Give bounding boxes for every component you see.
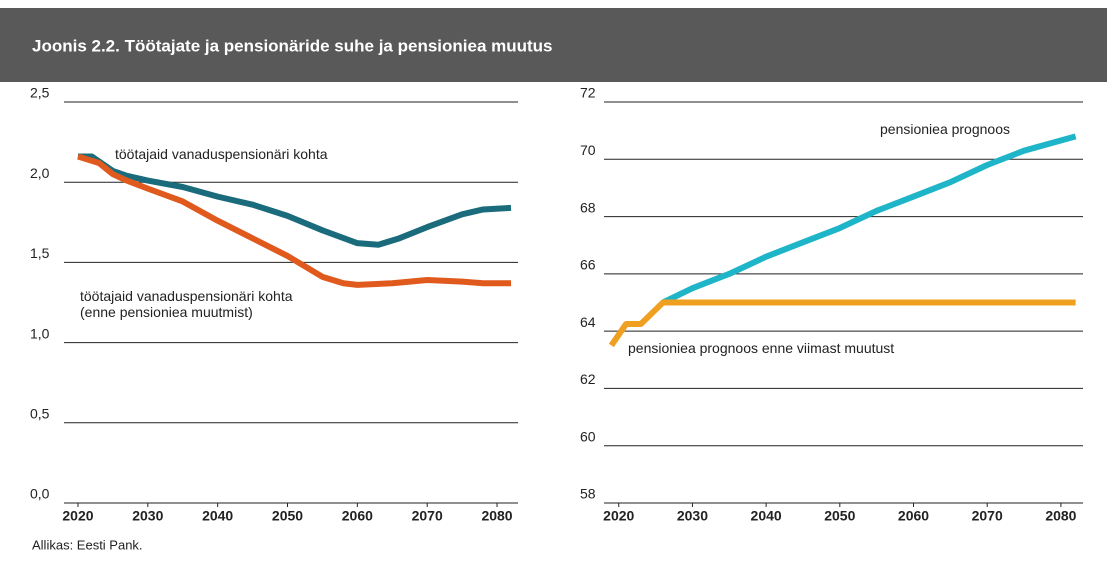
- line: [77, 153, 512, 288]
- series-label-line: töötajaid vanaduspensionäri kohta: [115, 146, 328, 162]
- x-tick-label: 2050: [824, 508, 855, 524]
- x-tick-label: 2040: [202, 508, 233, 524]
- series-label-line: pensioniea prognoos enne viimast muutust: [628, 340, 894, 356]
- y-tick-label: 70: [580, 142, 596, 158]
- y-tick-label: 1,5: [30, 245, 50, 261]
- y-tick-label: 72: [580, 85, 596, 101]
- line: [608, 299, 1076, 348]
- x-tick-label: 2040: [751, 508, 782, 524]
- x-tick-label: 2060: [342, 508, 373, 524]
- y-tick-label: 60: [580, 428, 596, 444]
- y-tick-label: 68: [580, 199, 596, 215]
- series-label: pensioniea prognoos: [880, 121, 1010, 137]
- y-tick-label: 0,0: [30, 486, 50, 502]
- series-label: töötajaid vanaduspensionäri kohta (enne p…: [80, 288, 293, 320]
- x-tick-label: 2080: [1045, 508, 1076, 524]
- y-tick-label: 1,0: [30, 325, 50, 341]
- series-label: pensioniea prognoos enne viimast muutust: [628, 340, 894, 356]
- y-tick-label: 2,0: [30, 165, 50, 181]
- y-tick-label: 62: [580, 371, 596, 387]
- line: [77, 153, 512, 248]
- x-tick-label: 2030: [132, 508, 163, 524]
- x-tick-label: 2080: [481, 508, 512, 524]
- series-label-line: töötajaid vanaduspensionäri kohta: [80, 288, 293, 304]
- y-tick-label: 0,5: [30, 406, 50, 422]
- x-tick-label: 2060: [898, 508, 929, 524]
- x-tick-label: 2020: [62, 508, 93, 524]
- y-tick-label: 66: [580, 257, 596, 273]
- series-label-line: pensioniea prognoos: [880, 121, 1010, 137]
- series-label-line: (enne pensioniea muutmist): [80, 304, 253, 320]
- y-tick-label: 64: [580, 314, 596, 330]
- header-bar: [0, 8, 1107, 82]
- y-tick-label: 2,5: [30, 85, 50, 101]
- series-label: töötajaid vanaduspensionäri kohta: [115, 146, 328, 162]
- x-tick-label: 2070: [412, 508, 443, 524]
- y-tick-label: 58: [580, 486, 596, 502]
- source: Allikas: Eesti Pank.: [32, 537, 143, 552]
- x-tick-label: 2020: [603, 508, 634, 524]
- x-tick-label: 2050: [272, 508, 303, 524]
- chart-title: Joonis 2.2. Töötajate ja pensionäride su…: [32, 36, 553, 55]
- x-tick-label: 2030: [677, 508, 708, 524]
- x-tick-label: 2070: [972, 508, 1003, 524]
- line: [661, 133, 1077, 306]
